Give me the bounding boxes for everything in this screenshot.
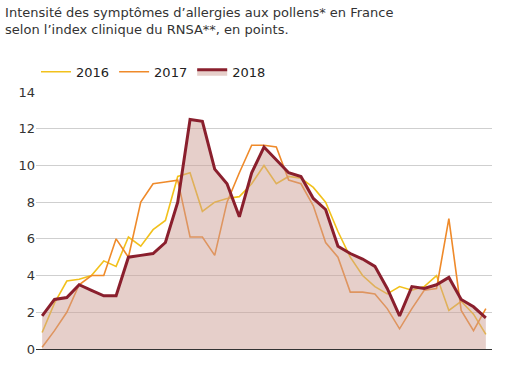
svg-text:0: 0 <box>27 342 35 357</box>
svg-text:12: 12 <box>18 121 35 136</box>
svg-text:2018: 2018 <box>232 65 265 80</box>
svg-text:10: 10 <box>18 158 35 173</box>
svg-text:6: 6 <box>27 231 35 246</box>
svg-text:Intensité des symptômes d’alle: Intensité des symptômes d’allergies aux … <box>5 5 393 37</box>
svg-text:8: 8 <box>27 195 35 210</box>
svg-text:2016: 2016 <box>76 65 109 80</box>
svg-text:2: 2 <box>27 305 35 320</box>
svg-text:2017: 2017 <box>154 65 187 80</box>
svg-text:14: 14 <box>18 85 35 100</box>
svg-text:4: 4 <box>27 268 35 283</box>
